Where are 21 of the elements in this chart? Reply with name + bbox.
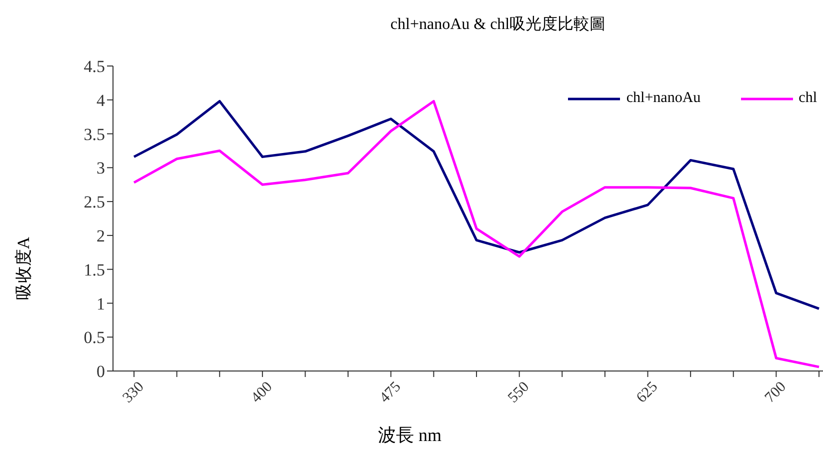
- x-axis-title: 波長 nm: [378, 424, 442, 447]
- y-tick-label: 0.5: [84, 328, 105, 348]
- y-tick-label: 4: [96, 90, 106, 110]
- x-tick-label: 625: [634, 378, 661, 406]
- y-tick-label: 1: [96, 294, 105, 314]
- y-tick-label: 3.5: [84, 124, 105, 144]
- x-tick-label: 700: [762, 378, 790, 406]
- y-tick-label: 4.5: [84, 57, 105, 76]
- y-tick-label: 0: [96, 362, 105, 382]
- legend-label: chl+nanoAu: [626, 90, 701, 107]
- x-tick-label: 400: [248, 378, 276, 406]
- y-axis-title: 吸收度A: [14, 236, 34, 300]
- y-tick-label: 3: [96, 158, 105, 178]
- legend-label: chl: [798, 90, 817, 107]
- x-tick-label: 330: [120, 378, 148, 406]
- y-tick-label: 2: [96, 226, 105, 246]
- y-tick-label: 2.5: [84, 192, 105, 212]
- chart-title: chl+nanoAu & chl吸光度比較圖: [389, 14, 607, 35]
- y-tick-label: 1.5: [84, 260, 105, 280]
- x-tick-label: 550: [505, 378, 533, 406]
- x-tick-label: 475: [376, 378, 404, 406]
